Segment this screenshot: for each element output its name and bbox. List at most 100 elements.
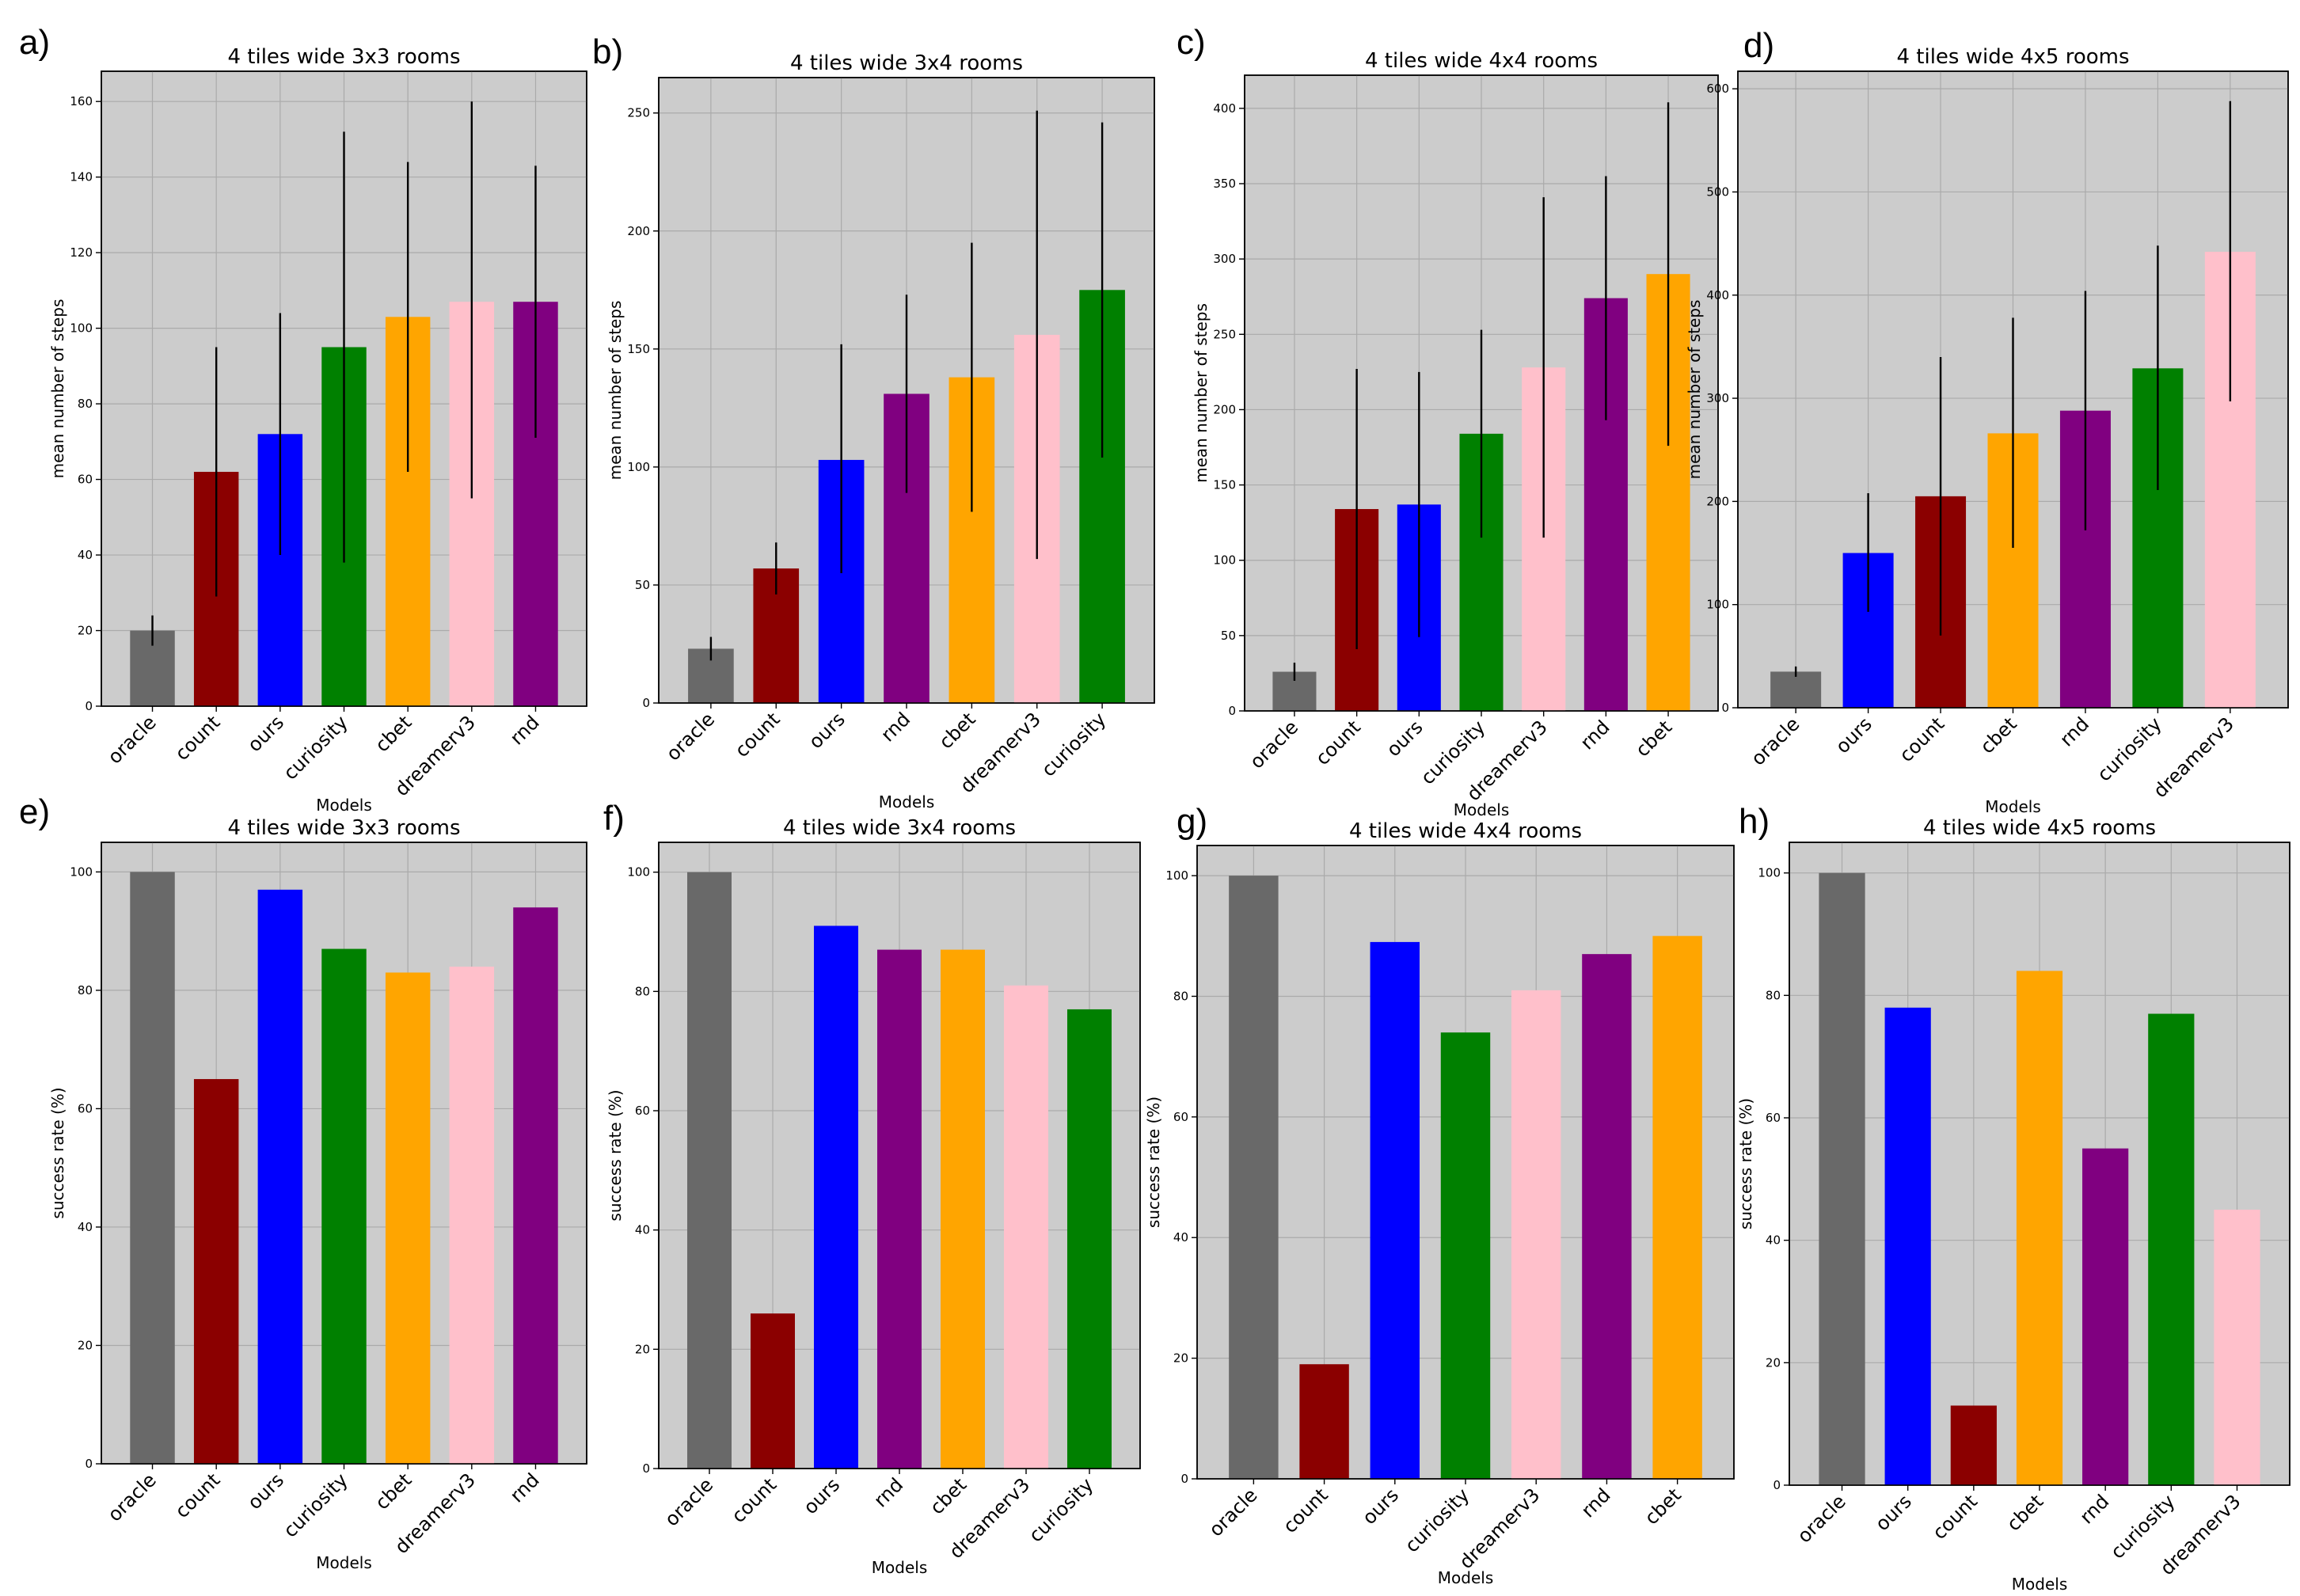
chart-title: 4 tiles wide 3x3 rooms: [227, 45, 460, 69]
x-tick-label: curiosity: [279, 711, 352, 784]
bar-dreamerv3[interactable]: [1511, 990, 1561, 1479]
x-axis-label: Models: [316, 796, 371, 815]
x-tick-label: rnd: [2055, 712, 2093, 750]
x-tick-label: count: [731, 708, 785, 762]
x-tick-label: ours: [243, 1469, 288, 1514]
bar-rnd[interactable]: [2082, 1148, 2129, 1485]
y-tick-label: 40: [78, 1220, 93, 1234]
y-tick-label: 20: [635, 1342, 650, 1356]
bar-oracle[interactable]: [1819, 872, 1865, 1485]
x-tick-label: oracle: [660, 1473, 717, 1530]
bar-curiosity[interactable]: [2148, 1013, 2195, 1485]
y-tick-label: 160: [70, 94, 93, 108]
x-tick-label: cbet: [371, 711, 416, 756]
bar-ours[interactable]: [814, 925, 858, 1469]
x-tick-label: ours: [1871, 1490, 1916, 1535]
bar-ours[interactable]: [1884, 1007, 1931, 1485]
bar-rnd[interactable]: [513, 907, 558, 1464]
bar-dreamerv3[interactable]: [449, 967, 495, 1464]
bar-cbet[interactable]: [385, 972, 431, 1464]
y-tick-label: 100: [1213, 553, 1236, 568]
x-tick-label: oracle: [662, 708, 719, 765]
y-axis-label: success rate (%): [48, 1087, 67, 1218]
y-tick-label: 60: [1173, 1110, 1188, 1124]
x-tick-label: oracle: [1205, 1484, 1262, 1541]
bar-dreamerv3[interactable]: [1004, 985, 1048, 1469]
chart-title: 4 tiles wide 3x4 rooms: [783, 816, 1016, 840]
y-tick-label: 300: [1213, 252, 1236, 266]
bar-count[interactable]: [1950, 1405, 1997, 1485]
y-tick-label: 250: [1213, 327, 1236, 341]
y-tick-label: 200: [1706, 494, 1729, 508]
x-axis-label: Models: [879, 792, 934, 811]
bar-dreamerv3[interactable]: [2214, 1210, 2260, 1485]
x-tick-label: ours: [1358, 1484, 1403, 1529]
chart-panel-4: 0 100 200 300 400 500 600 oracle ours count cbet rn…: [1685, 26, 2289, 816]
panel-label: b): [592, 32, 623, 71]
x-axis-label: Models: [1985, 797, 2040, 816]
bar-curiosity[interactable]: [1440, 1032, 1491, 1479]
bar-cbet[interactable]: [1652, 936, 1702, 1479]
chart-title: 4 tiles wide 3x4 rooms: [790, 51, 1023, 75]
bar-rnd[interactable]: [877, 949, 922, 1469]
y-tick-label: 100: [1758, 866, 1781, 880]
x-tick-label: rnd: [876, 708, 914, 746]
bar-oracle[interactable]: [130, 872, 175, 1464]
x-axis-label: Models: [872, 1558, 927, 1577]
bar-curiosity[interactable]: [321, 948, 367, 1464]
chart-title: 4 tiles wide 4x4 rooms: [1349, 819, 1582, 843]
bar-cbet[interactable]: [941, 949, 985, 1469]
y-tick-label: 400: [1706, 288, 1729, 302]
y-tick-label: 20: [1173, 1351, 1188, 1366]
y-tick-label: 100: [70, 321, 93, 336]
bar-ours[interactable]: [1370, 941, 1420, 1479]
x-tick-label: cbet: [2002, 1490, 2047, 1535]
x-tick-label: count: [728, 1473, 781, 1527]
x-tick-label: rnd: [869, 1473, 907, 1511]
panel-label: f): [603, 799, 625, 838]
y-tick-label: 0: [1228, 704, 1236, 718]
y-axis-label: mean number of steps: [1192, 303, 1211, 483]
bar-oracle[interactable]: [1770, 671, 1822, 708]
bar-count[interactable]: [751, 1313, 795, 1469]
x-tick-label: count: [1928, 1490, 1982, 1544]
y-tick-label: 100: [627, 460, 650, 474]
y-tick-label: 350: [1213, 177, 1236, 191]
bar-curiosity[interactable]: [1067, 1009, 1112, 1469]
y-tick-label: 500: [1706, 184, 1729, 199]
y-tick-label: 80: [1766, 988, 1781, 1002]
bar-cbet[interactable]: [2016, 971, 2063, 1485]
bar-oracle[interactable]: [687, 872, 732, 1469]
x-axis-label: Models: [1438, 1568, 1493, 1587]
y-tick-label: 20: [78, 624, 93, 638]
x-tick-label: rnd: [1576, 716, 1614, 754]
chart-panel-3: 0 50 100 150 200 250 300 350 400 oracle count ours c…: [1177, 23, 1719, 819]
y-tick-label: 100: [70, 864, 93, 879]
y-axis-label: success rate (%): [1144, 1096, 1163, 1228]
y-tick-label: 40: [635, 1223, 650, 1237]
y-tick-label: 20: [1766, 1355, 1781, 1370]
y-tick-label: 120: [70, 245, 93, 260]
bar-count[interactable]: [1299, 1364, 1349, 1479]
x-tick-label: count: [1311, 716, 1365, 770]
x-tick-label: curiosity: [1401, 1484, 1473, 1556]
x-tick-label: oracle: [1747, 712, 1804, 770]
bar-rnd[interactable]: [1582, 954, 1632, 1479]
y-tick-label: 0: [85, 1457, 93, 1471]
y-tick-label: 100: [627, 865, 650, 880]
chart-title: 4 tiles wide 4x5 rooms: [1923, 816, 2156, 840]
x-tick-label: cbet: [371, 1469, 416, 1514]
y-axis-label: mean number of steps: [48, 299, 67, 479]
y-tick-label: 40: [1173, 1230, 1188, 1244]
panel-label: h): [1739, 802, 1770, 841]
x-tick-label: oracle: [104, 711, 161, 768]
y-tick-label: 0: [1180, 1472, 1188, 1486]
y-tick-label: 50: [635, 578, 650, 592]
panel-label: e): [19, 792, 50, 831]
bar-count[interactable]: [193, 1079, 239, 1464]
x-axis-label: Models: [1454, 800, 1509, 819]
bar-oracle[interactable]: [1229, 876, 1279, 1479]
bar-ours[interactable]: [257, 889, 303, 1464]
